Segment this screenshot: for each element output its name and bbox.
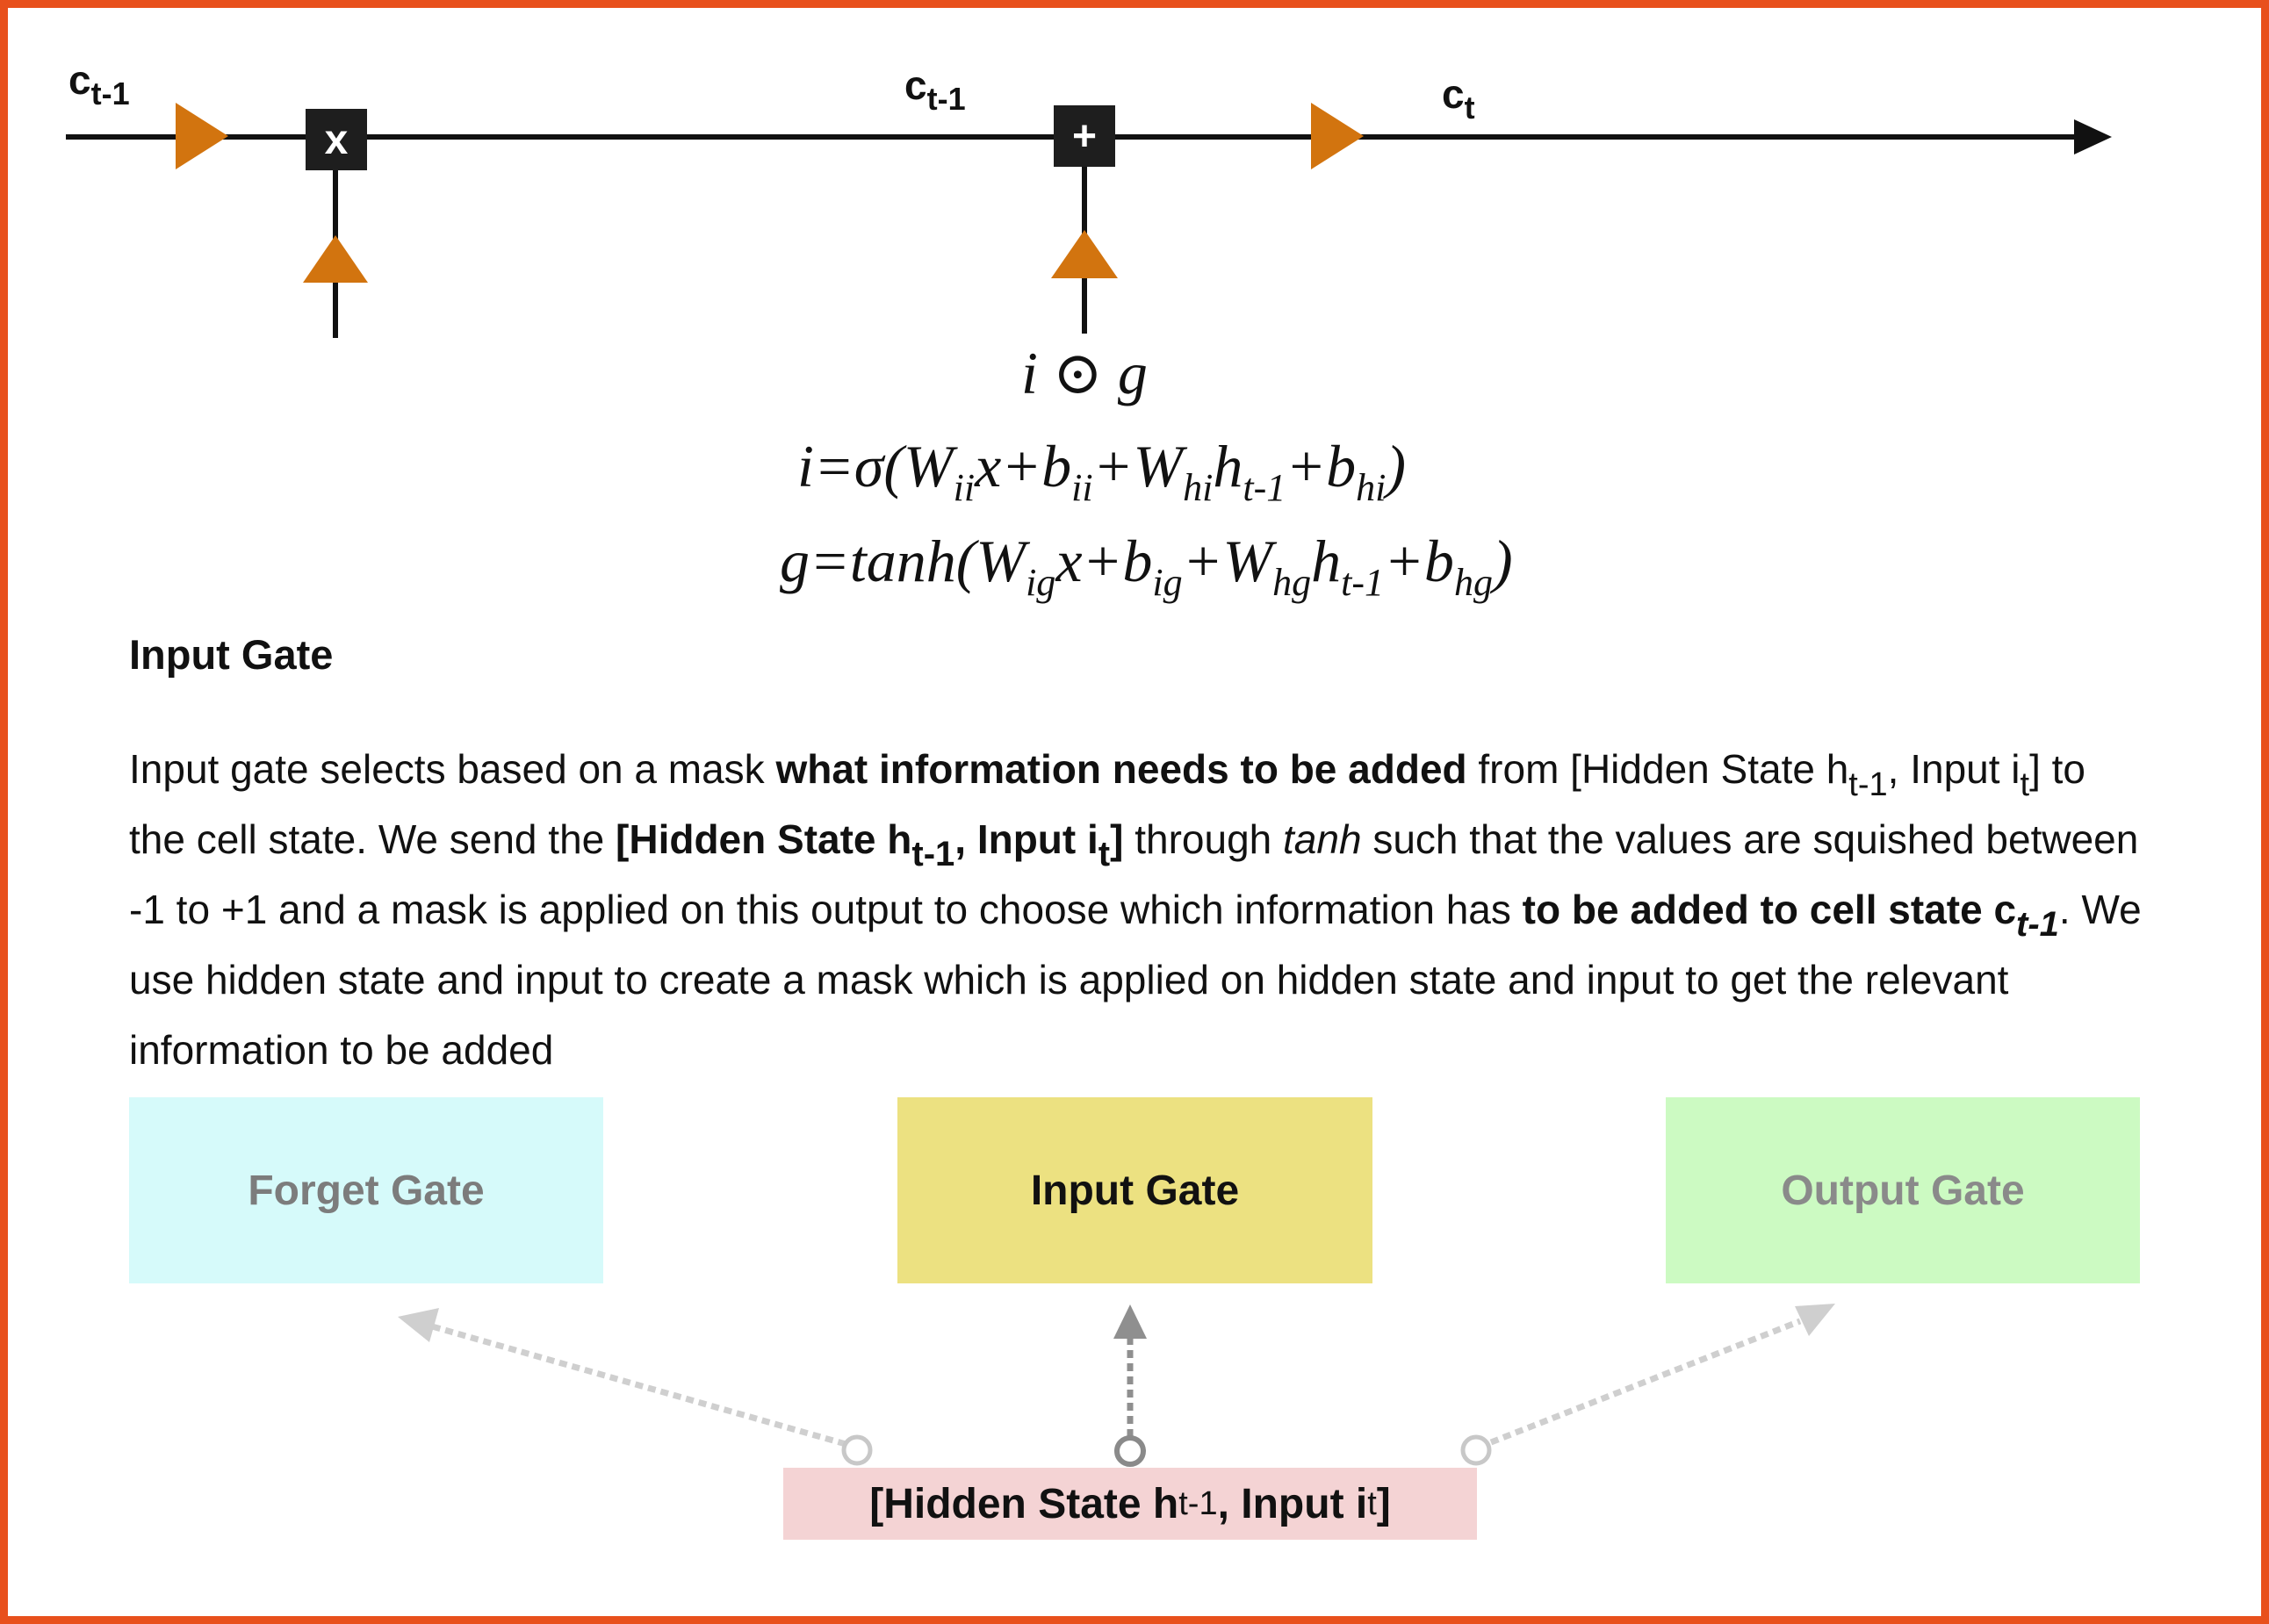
add-operator: + xyxy=(1054,105,1115,167)
connector-circle-output xyxy=(1460,1434,1492,1466)
cell-label-middle: ct-1 xyxy=(904,62,966,117)
input-gate-label: Input Gate xyxy=(1030,1167,1240,1214)
dotted-arrow-to-forget xyxy=(425,1321,846,1448)
connector-circle-input xyxy=(1114,1435,1146,1467)
candidate-equation: g=tanh(Wigx+big+Whght-1+bhg) xyxy=(780,528,1513,604)
arrowhead-to-input xyxy=(1113,1304,1147,1339)
hidden-state-input-box: [Hidden State h t-1, Input i t] xyxy=(783,1468,1477,1540)
forget-gate-box: Forget Gate xyxy=(129,1097,603,1283)
input-gate-box: Input Gate xyxy=(897,1097,1372,1283)
cell-state-end-arrowhead xyxy=(2074,119,2112,154)
output-gate-box: Output Gate xyxy=(1666,1097,2140,1283)
description-paragraph: Input gate selects based on a mask what … xyxy=(129,746,2142,1073)
flow-arrow-right xyxy=(1311,103,1364,169)
connector-circle-forget xyxy=(841,1434,873,1466)
arrowhead-to-output xyxy=(1795,1304,1835,1336)
multiply-operator: x xyxy=(306,109,367,170)
cell-label-left: ct-1 xyxy=(68,57,130,111)
product-equation: i ⊙ g xyxy=(1021,340,1148,406)
section-title: Input Gate xyxy=(129,631,334,678)
input-gate-input-arrow xyxy=(1051,230,1118,278)
arrowhead-to-forget xyxy=(398,1308,439,1342)
forget-input-arrow xyxy=(303,235,368,283)
dotted-arrow-to-output xyxy=(1489,1318,1802,1446)
input-gate-equation: i=σ(Wiix+bii+Whiht-1+bhi) xyxy=(797,433,1407,509)
flow-arrow-left xyxy=(176,103,228,169)
forget-gate-label: Forget Gate xyxy=(248,1167,485,1214)
output-gate-label: Output Gate xyxy=(1781,1167,2025,1214)
cell-label-right: ct xyxy=(1442,71,1475,126)
